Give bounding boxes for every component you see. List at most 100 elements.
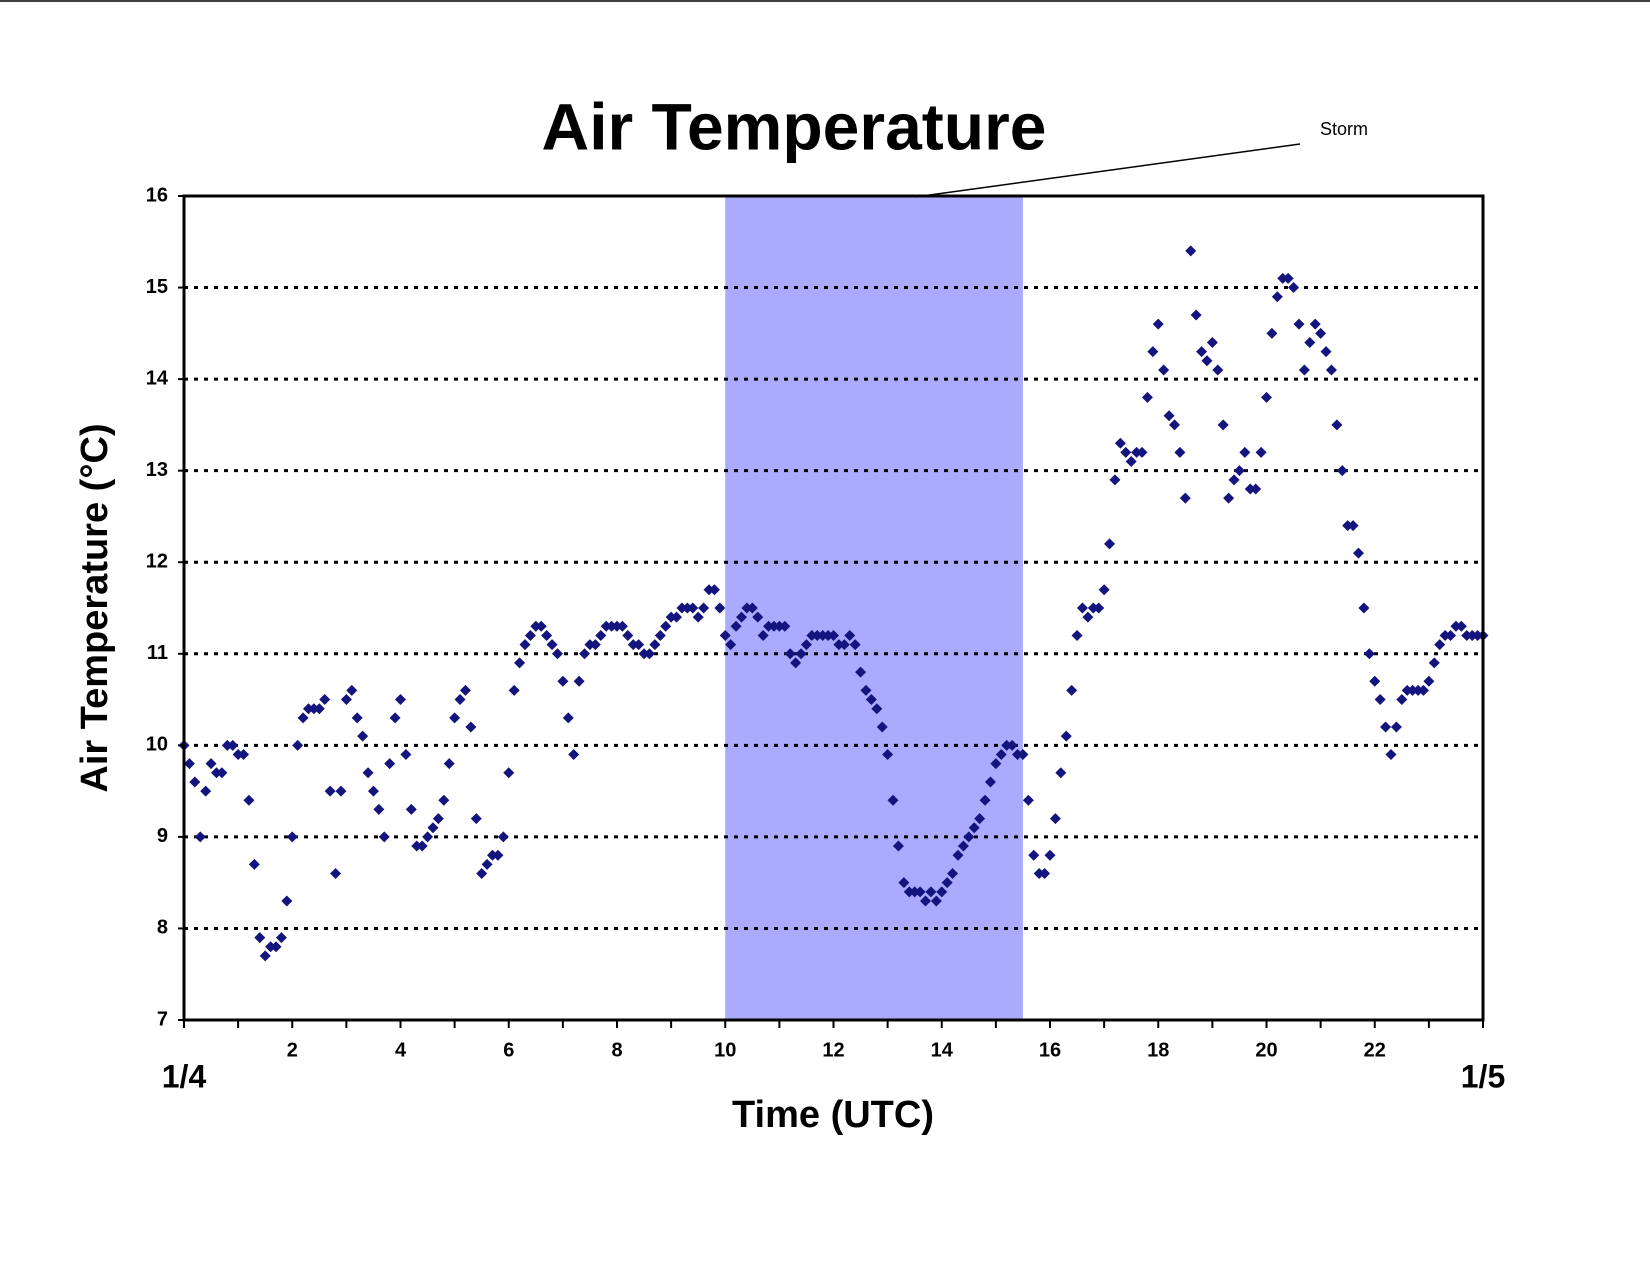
- x-tick-label: 2: [287, 1039, 298, 1061]
- data-point: [589, 639, 601, 651]
- data-point: [1396, 694, 1408, 706]
- data-point: [671, 611, 683, 623]
- data-point: [1201, 355, 1213, 367]
- x-tick-label: 20: [1255, 1039, 1277, 1061]
- foreground-layer: 7 8 9 10 11 12 13 14 15 16 1/4 2 4 6 8 10 12 14 16 18 20 22 1/…: [146, 184, 1505, 1094]
- data-point: [1423, 675, 1435, 687]
- data-point: [1369, 675, 1381, 687]
- data-point: [947, 868, 959, 880]
- data-point: [1114, 437, 1126, 449]
- data-point: [514, 657, 526, 669]
- x-tick-label: 1/5: [1461, 1058, 1505, 1094]
- data-point: [1385, 748, 1397, 760]
- data-point: [470, 813, 482, 825]
- data-point: [1066, 684, 1078, 696]
- data-point: [892, 840, 904, 852]
- data-point: [1288, 282, 1300, 294]
- data-point: [416, 840, 428, 852]
- data-point: [286, 831, 298, 843]
- data-point: [389, 712, 401, 724]
- y-tick-label: 9: [157, 825, 168, 847]
- data-point: [849, 639, 861, 651]
- data-point: [281, 895, 293, 907]
- data-point: [1223, 492, 1235, 504]
- data-point: [330, 868, 342, 880]
- data-point: [660, 620, 672, 632]
- data-point: [227, 739, 239, 751]
- data-point: [205, 758, 217, 770]
- data-point: [925, 886, 937, 898]
- data-point: [1390, 721, 1402, 733]
- data-point: [362, 767, 374, 779]
- data-point: [200, 785, 212, 797]
- data-point: [573, 675, 585, 687]
- data-point: [1228, 474, 1240, 486]
- data-point: [1093, 602, 1105, 614]
- data-point: [427, 822, 439, 834]
- data-point: [238, 748, 250, 760]
- data-point: [1320, 346, 1332, 358]
- x-tick-label: 22: [1364, 1039, 1386, 1061]
- data-point: [1098, 584, 1110, 596]
- data-point: [687, 602, 699, 614]
- y-tick-label: 8: [157, 917, 168, 939]
- data-point: [974, 813, 986, 825]
- data-point: [216, 767, 228, 779]
- data-point: [622, 629, 634, 641]
- data-point: [616, 620, 628, 632]
- data-point: [313, 703, 325, 715]
- data-point: [1358, 602, 1370, 614]
- data-point: [422, 831, 434, 843]
- points-layer: [178, 245, 1489, 962]
- x-tick-label: 18: [1147, 1039, 1169, 1061]
- data-point: [1039, 868, 1051, 880]
- data-point: [968, 822, 980, 834]
- data-point: [459, 684, 471, 696]
- data-point: [865, 694, 877, 706]
- data-point: [1239, 446, 1251, 458]
- data-point: [1282, 272, 1294, 284]
- y-tick-label: 15: [146, 276, 168, 298]
- data-point: [979, 794, 991, 806]
- data-point: [476, 868, 488, 880]
- data-point: [1104, 538, 1116, 550]
- data-point: [784, 648, 796, 660]
- data-point: [1212, 364, 1224, 376]
- data-point: [941, 877, 953, 889]
- data-point: [1125, 456, 1137, 468]
- x-tick-label: 16: [1039, 1039, 1061, 1061]
- y-tick-label: 14: [146, 367, 169, 389]
- data-point: [443, 758, 455, 770]
- data-point: [752, 611, 764, 623]
- data-point: [844, 629, 856, 641]
- data-point: [259, 950, 271, 962]
- x-tick-label: 1/4: [162, 1058, 207, 1094]
- data-point: [1109, 474, 1121, 486]
- data-point: [930, 895, 942, 907]
- data-point: [1017, 748, 1029, 760]
- data-point: [1082, 611, 1094, 623]
- y-tick-label: 10: [146, 734, 168, 756]
- x-tick-label: 14: [931, 1039, 954, 1061]
- x-tick-label: 8: [611, 1039, 622, 1061]
- data-point: [920, 895, 932, 907]
- data-point: [1044, 849, 1056, 861]
- data-point: [497, 831, 509, 843]
- data-point: [1347, 520, 1359, 532]
- data-point: [373, 803, 385, 815]
- data-point: [248, 858, 260, 870]
- data-point: [1417, 684, 1429, 696]
- data-point: [1006, 739, 1018, 751]
- data-point: [1076, 602, 1088, 614]
- data-point: [1174, 446, 1186, 458]
- data-point: [346, 684, 358, 696]
- data-point: [746, 602, 758, 614]
- y-axis-label: Air Temperature (°C): [74, 423, 116, 792]
- data-point: [1331, 419, 1343, 431]
- data-point: [194, 831, 206, 843]
- data-point: [757, 629, 769, 641]
- data-point: [405, 803, 417, 815]
- data-point: [292, 739, 304, 751]
- data-point: [855, 666, 867, 678]
